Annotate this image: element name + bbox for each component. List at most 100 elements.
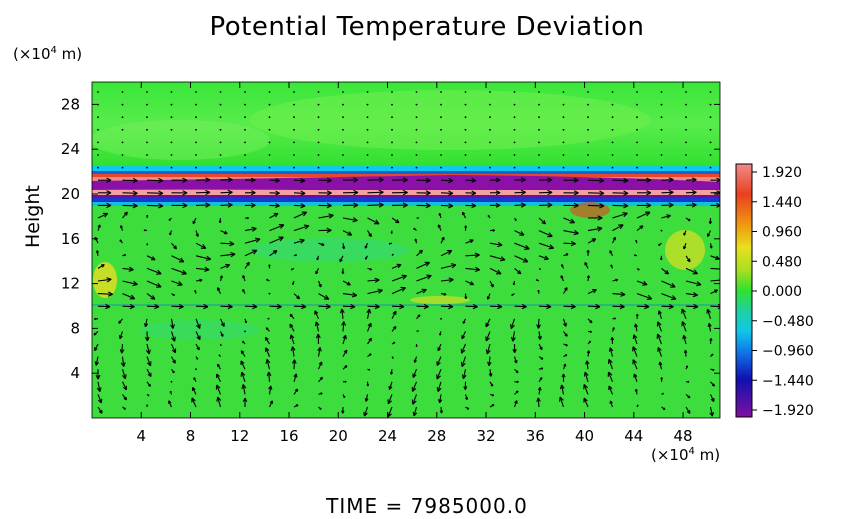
wind-vector [342, 335, 347, 345]
wind-vector-head [240, 360, 245, 366]
wind-vector [489, 91, 491, 93]
wind-vector [685, 305, 699, 308]
wind-vector [216, 373, 221, 383]
wind-vector [685, 267, 698, 275]
wind-vector-head [425, 202, 431, 209]
wind-vector-head [242, 288, 245, 292]
wind-vector [562, 318, 567, 327]
colorbar-tick-label: 0.960 [762, 225, 802, 241]
wind-vector [514, 191, 526, 194]
wind-vector-head [390, 371, 394, 375]
wind-vector [220, 305, 233, 308]
wind-vector [436, 356, 442, 366]
wind-vector [121, 91, 124, 93]
wind-vector-head [169, 390, 172, 393]
wind-vector-head [658, 243, 661, 246]
wind-vector-head [448, 190, 454, 196]
wind-vector [342, 305, 356, 308]
wind-vector-head [644, 303, 650, 310]
wind-vector-head [399, 303, 405, 310]
wind-vector-head [97, 398, 103, 404]
wind-vector [710, 394, 715, 402]
wind-vector [265, 347, 271, 357]
wind-vector [293, 128, 295, 131]
colorbar-tick-label: −1.920 [762, 403, 814, 419]
wind-vector-head [95, 374, 101, 380]
wind-vector [97, 394, 102, 404]
wind-vector-head [583, 384, 589, 390]
wind-vector [388, 381, 393, 390]
wind-vector [415, 128, 418, 131]
wind-vector-head [390, 232, 393, 234]
wind-vector-head [353, 189, 359, 196]
colorbar-tick-label: 1.440 [762, 195, 802, 211]
wind-vector-head [252, 303, 258, 310]
wind-vector-head [599, 190, 605, 196]
wind-vector [195, 368, 197, 371]
wind-vector [636, 211, 651, 219]
wind-vector-head [570, 240, 576, 247]
wind-vector-head [436, 361, 441, 366]
wind-vector-head [561, 264, 564, 267]
wind-vector [660, 154, 663, 156]
wind-vector [685, 280, 702, 286]
wind-vector-head [218, 354, 221, 356]
wind-vector-head [520, 189, 526, 196]
wind-vector-head [687, 218, 691, 222]
wind-vector [440, 154, 442, 156]
wind-vector-head [495, 190, 501, 196]
wind-vector-head [341, 271, 345, 275]
wind-vector-head [463, 386, 468, 390]
wind-vector [513, 154, 516, 156]
wind-vector [440, 166, 442, 169]
wind-vector [244, 154, 246, 156]
wind-vector [122, 305, 135, 308]
wind-vector-head [268, 385, 273, 390]
wind-vector [514, 242, 530, 250]
wind-vector [121, 128, 124, 131]
wind-vector-head [219, 275, 223, 279]
wind-vector-head [401, 274, 407, 280]
wind-vector [513, 128, 516, 131]
wind-vector [268, 128, 271, 131]
wind-vector [195, 267, 210, 271]
wind-vector-head [154, 303, 160, 310]
wind-vector-head [351, 292, 358, 298]
wind-vector [244, 91, 246, 93]
wind-vector [489, 141, 491, 144]
wind-vector-head [172, 370, 175, 374]
wind-vector-head [367, 322, 372, 328]
y-axis-unit: (×104 m) [13, 45, 83, 63]
wind-vector [661, 214, 671, 219]
wind-vector [387, 394, 393, 405]
colorbar-tick-label: −1.440 [762, 373, 814, 389]
wind-vector-head [521, 303, 527, 310]
wind-vector-head [469, 281, 475, 286]
wind-vector [412, 381, 418, 392]
wind-vector-head [583, 371, 589, 377]
wind-vector-head [169, 232, 172, 236]
wind-vector-head [450, 263, 457, 269]
wind-vector [538, 242, 554, 249]
wind-vector-head [200, 244, 207, 249]
wind-vector-head [339, 308, 345, 314]
wind-vector [612, 224, 624, 232]
wind-vector-head [414, 238, 418, 241]
wind-vector [195, 318, 201, 329]
wind-vector-head [300, 177, 306, 184]
wind-vector [268, 371, 271, 382]
wind-vector [387, 406, 393, 418]
wind-vector-head [539, 268, 542, 271]
wind-vector [440, 278, 454, 282]
wind-vector-head [266, 278, 269, 281]
wind-vector-head [491, 404, 495, 407]
wind-vector-head [417, 217, 419, 219]
band-cyan-top [92, 166, 720, 172]
wind-vector [391, 91, 393, 93]
wind-vector-head [314, 321, 320, 327]
wind-vector [489, 242, 503, 246]
wind-vector [709, 154, 712, 156]
wind-vector [464, 166, 467, 169]
wind-vector [216, 384, 222, 395]
wind-vector [587, 128, 589, 131]
